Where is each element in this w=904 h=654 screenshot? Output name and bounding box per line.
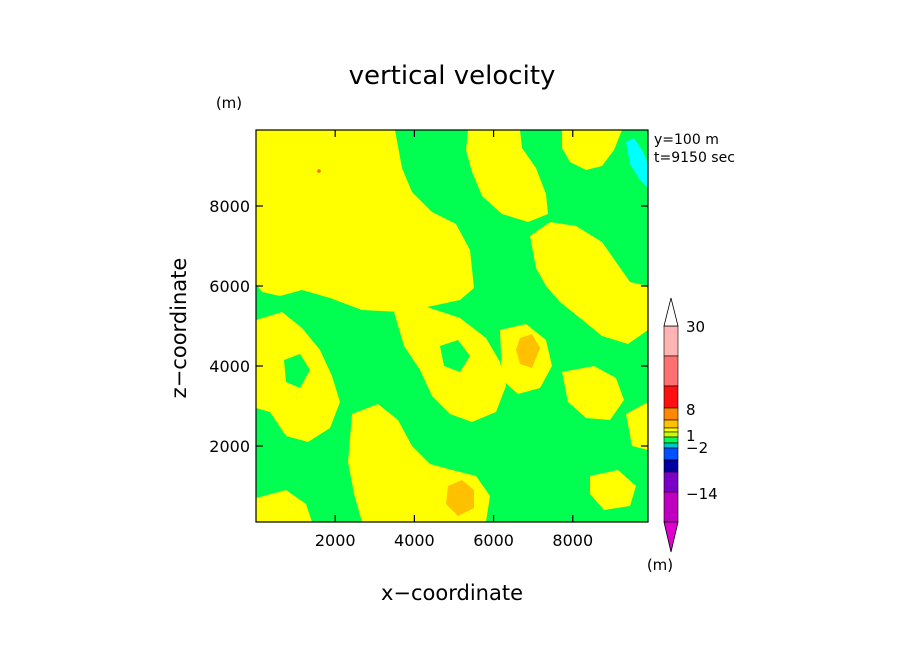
colorbar-band — [663, 325, 679, 357]
x-axis-label: x−coordinate — [381, 581, 523, 605]
colorbar-tick-label: −14 — [686, 485, 718, 503]
contour-field — [256, 130, 648, 522]
x-axis-ticks: 2000 4000 6000 8000 — [315, 130, 593, 550]
colorbar-tick-label: 30 — [686, 318, 705, 336]
x-tick-label: 8000 — [552, 531, 593, 550]
plot-frame — [255, 129, 649, 523]
colorbar-band — [663, 447, 679, 461]
info-line-time: t=9150 sec — [654, 150, 735, 166]
green-gap-left — [284, 354, 310, 388]
colorbar-band — [663, 419, 679, 429]
colorbar-band — [663, 471, 679, 493]
y-unit-label: (m) — [216, 94, 242, 112]
colorbar-band — [663, 427, 679, 433]
y-axis-ticks: 2000 4000 6000 8000 — [209, 197, 648, 456]
x-tick-label: 2000 — [315, 531, 356, 550]
y-tick-label: 6000 — [209, 277, 250, 296]
colorbar-band — [663, 355, 679, 387]
y-axis-label: z−coordinate — [167, 258, 191, 399]
yellow-region-bottom-right — [590, 470, 636, 510]
y-tick-label: 2000 — [209, 437, 250, 456]
yellow-region-upper-left — [256, 130, 474, 312]
yellow-region-bottom-left — [256, 490, 312, 522]
yellow-region-right-band — [530, 222, 648, 344]
yellow-region-upper-middle — [466, 130, 548, 222]
colorbar: 30 8 1−2 −14 — [663, 297, 718, 553]
orange-patch-upper — [516, 334, 540, 368]
colorbar-tick-label: 8 — [686, 401, 696, 419]
colorbar-band — [663, 436, 679, 444]
colorbar-band — [663, 442, 679, 449]
colorbar-band — [663, 491, 679, 523]
colorbar-bottom-arrow — [663, 521, 679, 553]
colorbar-band — [663, 385, 679, 409]
x-tick-label: 4000 — [394, 531, 435, 550]
colorbar-band — [663, 459, 679, 473]
colorbar-band — [663, 431, 679, 438]
colorbar-top-arrow — [663, 297, 679, 327]
info-line-location: y=100 m — [654, 132, 719, 148]
colorbar-tick-label: 1 — [686, 427, 696, 445]
orange-patch-lower — [446, 480, 474, 516]
yellow-region-right-edge — [626, 402, 648, 450]
yellow-region-lower-right — [562, 366, 624, 420]
colorbar-unit-label: (m) — [647, 556, 673, 574]
green-gap-center — [440, 340, 470, 372]
y-tick-label: 4000 — [209, 357, 250, 376]
x-tick-label: 6000 — [473, 531, 514, 550]
colorbar-band — [663, 407, 679, 421]
red-dot — [317, 169, 321, 173]
cyan-patch-corner — [626, 138, 648, 188]
chart-title: vertical velocity — [349, 61, 556, 91]
colorbar-tick-label: −2 — [686, 439, 708, 457]
yellow-region-upper-right — [562, 130, 622, 170]
y-tick-label: 8000 — [209, 197, 250, 216]
